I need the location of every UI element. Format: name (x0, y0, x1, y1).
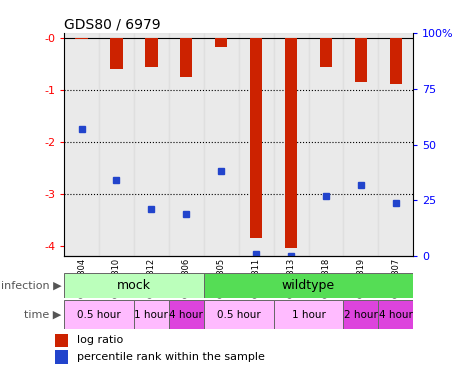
Bar (76, 38, 88, 39)
Bar (64, 33, 99, 256)
Text: 2 hour: 2 hour (344, 310, 378, 320)
Bar (238, 33, 274, 256)
Bar (145, 38, 158, 67)
Bar (64, 300, 134, 329)
Text: mock: mock (117, 279, 151, 292)
Bar (180, 38, 192, 77)
Bar (204, 33, 238, 256)
Bar (343, 300, 379, 329)
Text: 1 hour: 1 hour (134, 310, 168, 320)
Text: 1 hour: 1 hour (292, 310, 325, 320)
Bar (215, 38, 228, 48)
Bar (134, 300, 169, 329)
Bar (379, 33, 413, 256)
Text: time ▶: time ▶ (25, 310, 62, 320)
Bar (250, 38, 262, 238)
Text: log ratio: log ratio (77, 335, 123, 345)
Text: infection ▶: infection ▶ (1, 280, 62, 291)
Bar (55, 350, 67, 363)
Bar (55, 334, 67, 347)
Bar (285, 38, 297, 249)
Text: GDS80 / 6979: GDS80 / 6979 (64, 18, 161, 32)
Bar (274, 300, 343, 329)
Bar (309, 33, 343, 256)
Bar (274, 33, 309, 256)
Text: percentile rank within the sample: percentile rank within the sample (77, 352, 265, 362)
Bar (379, 300, 413, 329)
Bar (390, 38, 402, 84)
Bar (204, 300, 274, 329)
Bar (110, 38, 123, 69)
Text: 0.5 hour: 0.5 hour (77, 310, 121, 320)
Bar (355, 38, 367, 82)
Text: wildtype: wildtype (282, 279, 335, 292)
Bar (169, 33, 204, 256)
Bar (169, 300, 204, 329)
Bar (99, 33, 134, 256)
Text: 4 hour: 4 hour (379, 310, 413, 320)
Bar (343, 33, 379, 256)
Bar (134, 33, 169, 256)
Bar (64, 273, 204, 298)
Bar (204, 273, 413, 298)
Text: 4 hour: 4 hour (170, 310, 203, 320)
Text: 0.5 hour: 0.5 hour (217, 310, 261, 320)
Bar (320, 38, 332, 67)
